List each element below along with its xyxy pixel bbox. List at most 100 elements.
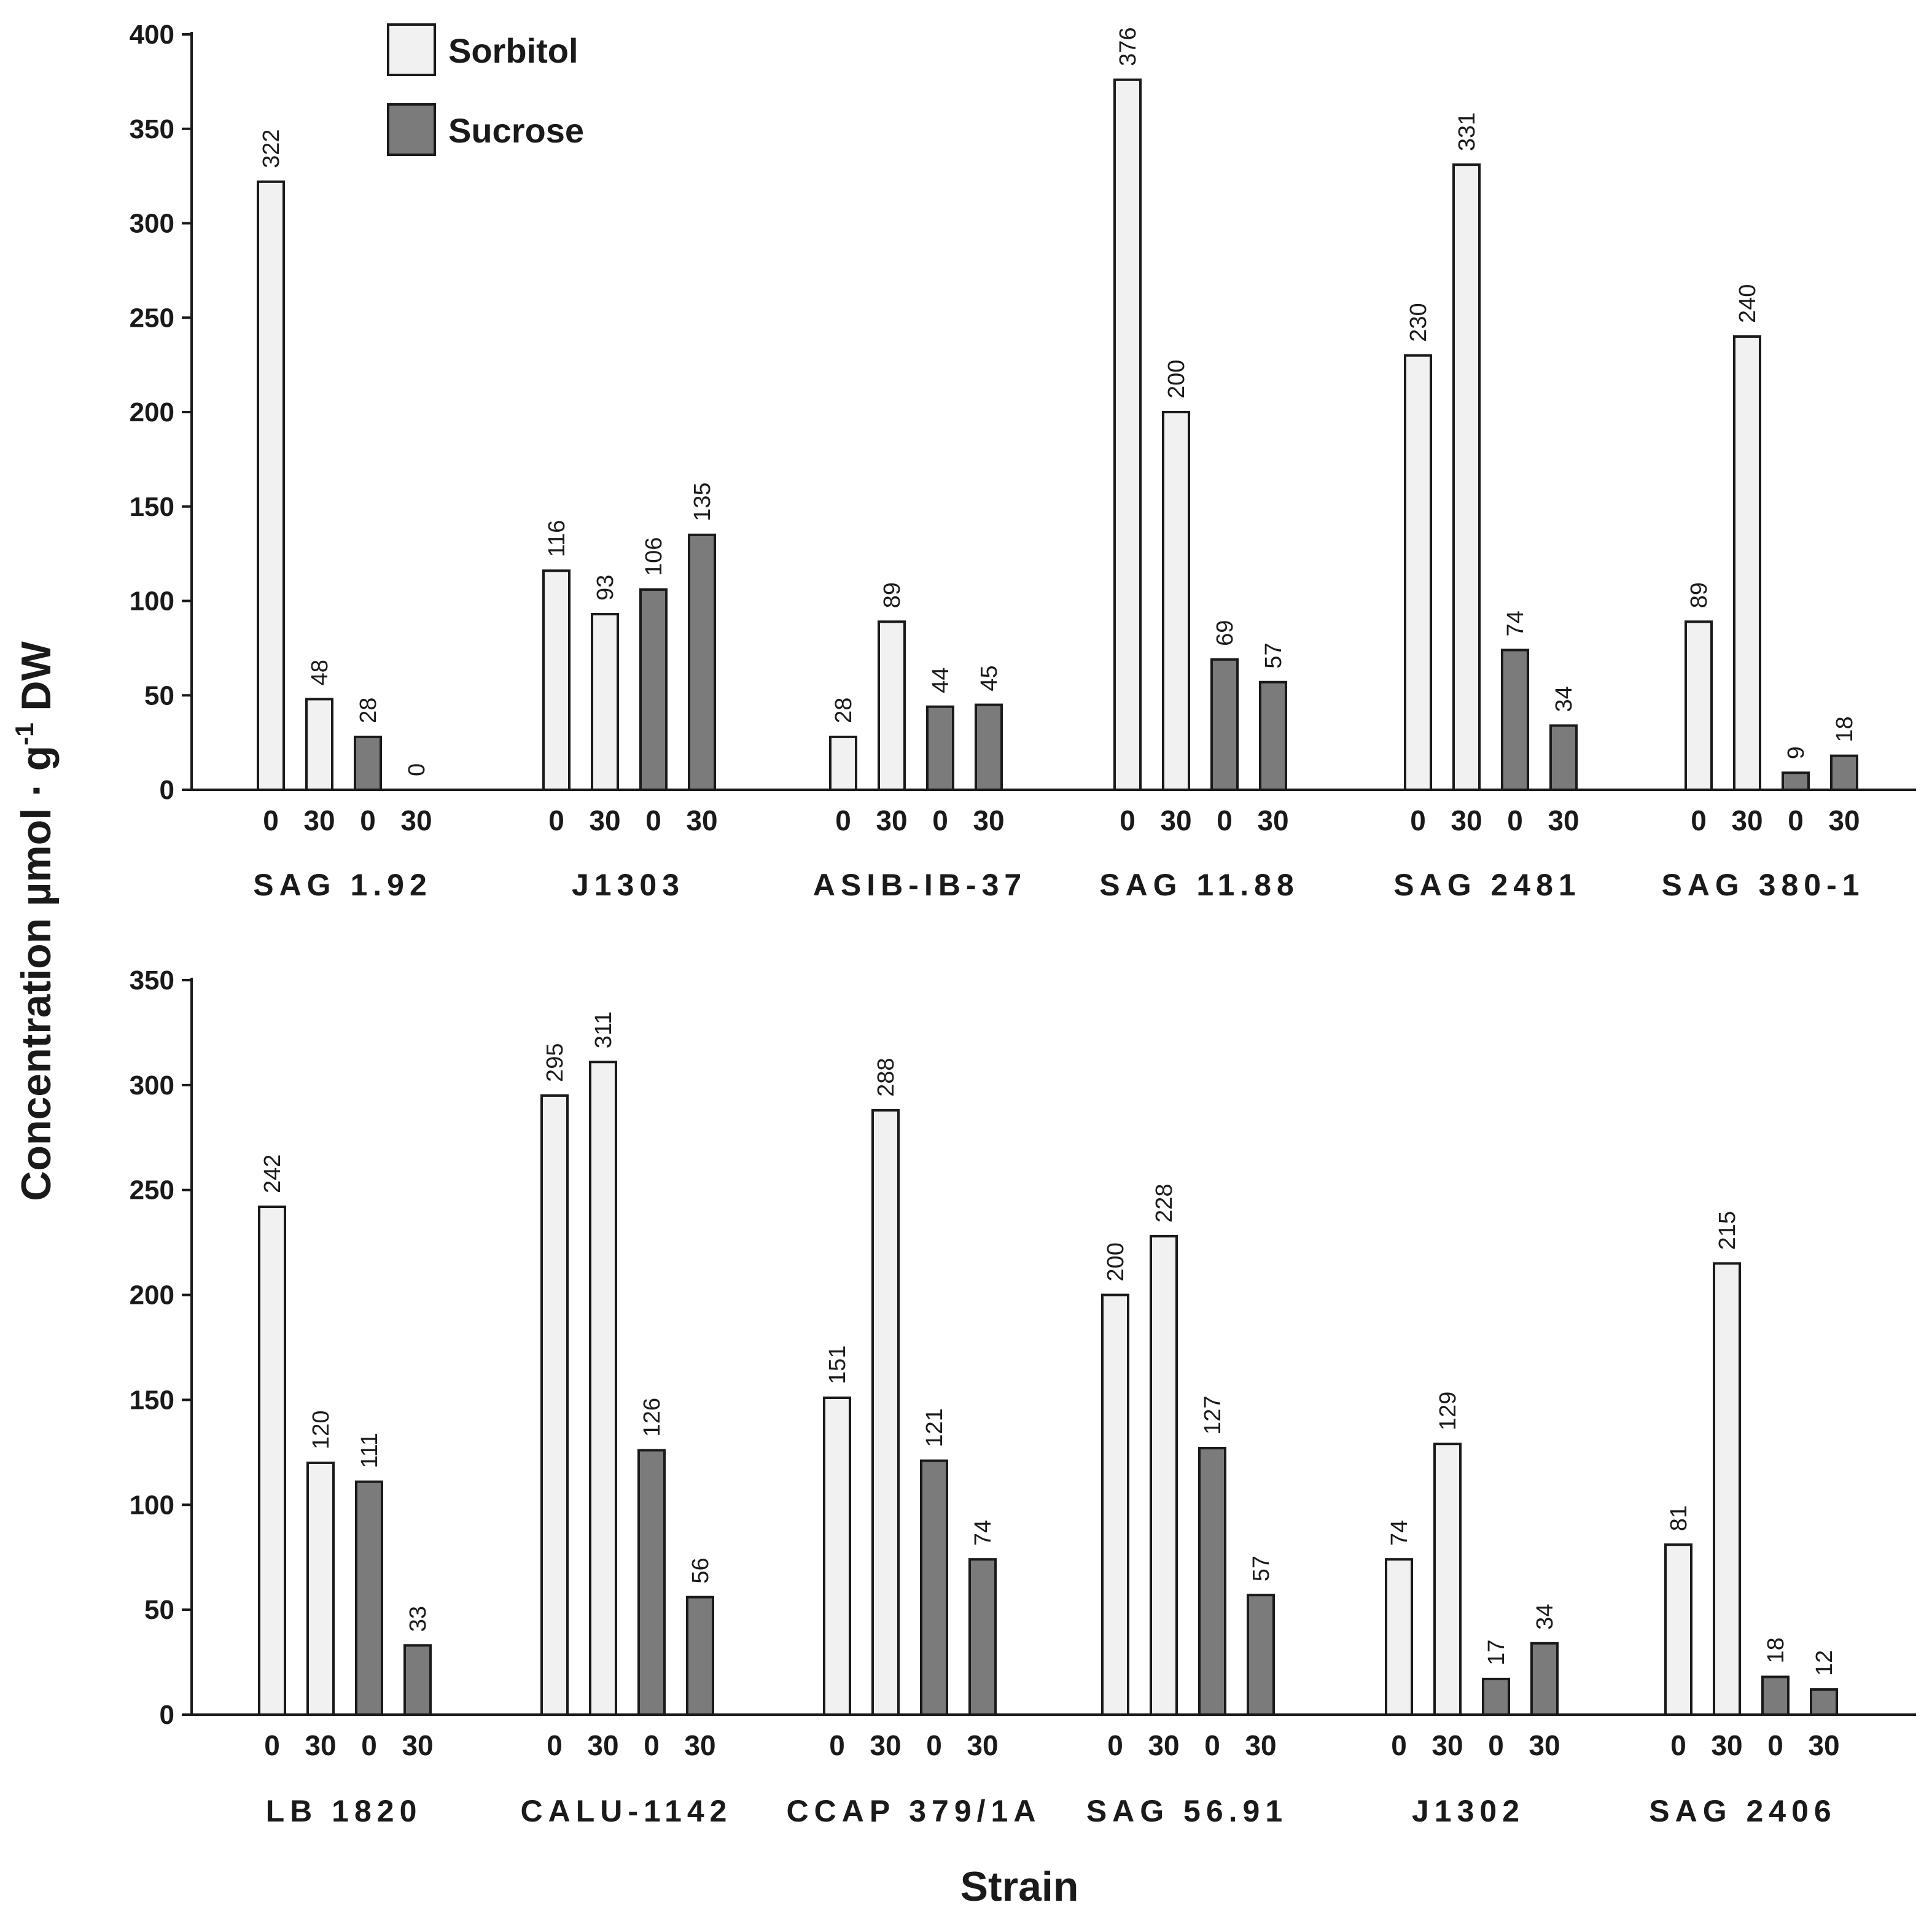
condition-label: 30 (1711, 1729, 1742, 1761)
bar-sorbitol (1150, 1234, 1178, 1716)
top-panel: 05010015020025030035040032204830280030SA… (130, 20, 1916, 902)
legend-label-sucrose: Sucrose (448, 111, 584, 150)
condition-label: 30 (1548, 805, 1579, 836)
condition-label: 30 (1245, 1729, 1276, 1761)
data-label: 81 (1666, 1505, 1692, 1531)
bar-sucrose (1530, 1642, 1559, 1716)
bar-sorbitol (1101, 1293, 1129, 1716)
data-label: 135 (690, 482, 715, 521)
data-label: 93 (593, 575, 618, 601)
condition-label: 0 (1691, 805, 1707, 836)
bar-sucrose (354, 735, 382, 792)
strain-label: CCAP 379/1A (787, 1794, 1042, 1828)
condition-label: 0 (547, 1729, 563, 1761)
y-tick-label: 200 (130, 397, 174, 427)
bar-sucrose (688, 533, 716, 791)
condition-label: 0 (361, 1729, 377, 1761)
condition-label: 0 (1788, 805, 1804, 836)
bar-sorbitol (1385, 1558, 1413, 1716)
condition-label: 0 (1217, 805, 1233, 836)
data-label: 17 (1484, 1640, 1509, 1666)
strain-label: J1302 (1412, 1794, 1525, 1828)
data-label: 215 (1715, 1211, 1740, 1250)
y-axis-title: Concentration µmol · g-1 DW (10, 641, 60, 1201)
y-tick-label: 50 (144, 680, 174, 711)
data-label: 89 (879, 582, 905, 608)
bar-sucrose (1810, 1688, 1838, 1716)
bar-sorbitol (829, 735, 857, 792)
condition-label: 0 (1391, 1729, 1407, 1761)
bar-sorbitol (1685, 620, 1713, 791)
bar-sucrose (1247, 1594, 1275, 1716)
condition-label: 0 (548, 805, 564, 836)
condition-label: 30 (1808, 1729, 1839, 1761)
condition-label: 0 (926, 1729, 942, 1761)
y-tick-label: 150 (130, 492, 174, 522)
y-axis-title-superscript: -1 (10, 723, 39, 746)
bar-sorbitol (540, 1094, 569, 1716)
bar-sucrose (686, 1596, 714, 1716)
condition-label: 0 (829, 1729, 845, 1761)
y-tick-label: 0 (160, 775, 174, 805)
strain-label: SAG 56.91 (1086, 1794, 1288, 1828)
y-tick-label: 100 (130, 586, 174, 617)
strain-label: SAG 1.92 (253, 868, 432, 902)
bar-sorbitol (1452, 163, 1481, 791)
data-label: 28 (356, 698, 381, 723)
condition-label: 30 (1451, 805, 1482, 836)
data-label: 48 (307, 660, 333, 685)
condition-label: 30 (1160, 805, 1191, 836)
strain-label: J1303 (572, 868, 685, 902)
condition-label: 0 (360, 805, 376, 836)
condition-label: 0 (1204, 1729, 1220, 1761)
data-label: 28 (831, 698, 857, 723)
data-label: 295 (542, 1043, 568, 1082)
bar-sorbitol (1162, 411, 1190, 791)
condition-label: 0 (1107, 1729, 1123, 1761)
condition-label: 30 (686, 805, 717, 836)
bar-sucrose (975, 703, 1003, 791)
condition-label: 0 (264, 1729, 280, 1761)
data-label: 89 (1686, 582, 1712, 608)
data-label: 33 (405, 1606, 431, 1632)
data-label: 111 (357, 1433, 383, 1468)
strain-label: ASIB-IB-37 (813, 868, 1027, 902)
bar-sorbitol (1433, 1443, 1462, 1716)
data-label: 331 (1454, 112, 1480, 151)
data-label: 151 (825, 1346, 851, 1384)
bar-sucrose (1482, 1677, 1510, 1716)
data-label: 200 (1103, 1242, 1129, 1281)
condition-label: 0 (835, 805, 851, 836)
condition-label: 0 (1767, 1729, 1783, 1761)
bar-sucrose (1782, 771, 1810, 791)
condition-label: 30 (684, 1729, 715, 1761)
condition-label: 0 (1670, 1729, 1686, 1761)
condition-label: 30 (305, 1729, 336, 1761)
y-tick-label: 350 (130, 114, 174, 144)
data-label: 116 (544, 520, 570, 558)
condition-label: 30 (589, 805, 620, 836)
data-label: 18 (1763, 1637, 1789, 1663)
data-label: 45 (976, 665, 1002, 691)
bar-sucrose (403, 1644, 432, 1716)
data-label: 288 (873, 1058, 899, 1096)
data-label: 56 (688, 1557, 714, 1583)
bar-sorbitol (823, 1397, 851, 1716)
bottom-panel: 05010015020025030035024201203011103330LB… (130, 965, 1916, 1828)
y-tick-label: 300 (130, 1070, 174, 1101)
strain-label: SAG 2406 (1649, 1794, 1836, 1828)
data-label: 9 (1783, 746, 1809, 759)
condition-label: 0 (644, 1729, 660, 1761)
data-label: 34 (1551, 686, 1577, 712)
condition-label: 30 (870, 1729, 901, 1761)
data-label: 12 (1812, 1650, 1837, 1676)
condition-label: 30 (1731, 805, 1763, 836)
bar-sorbitol (1113, 78, 1142, 791)
strain-label: SAG 11.88 (1099, 868, 1299, 902)
bar-sucrose (968, 1558, 997, 1716)
condition-label: 30 (876, 805, 907, 836)
y-tick-label: 100 (130, 1490, 174, 1520)
condition-label: 0 (645, 805, 661, 836)
y-tick-label: 150 (130, 1385, 174, 1415)
bar-sucrose (920, 1459, 948, 1716)
